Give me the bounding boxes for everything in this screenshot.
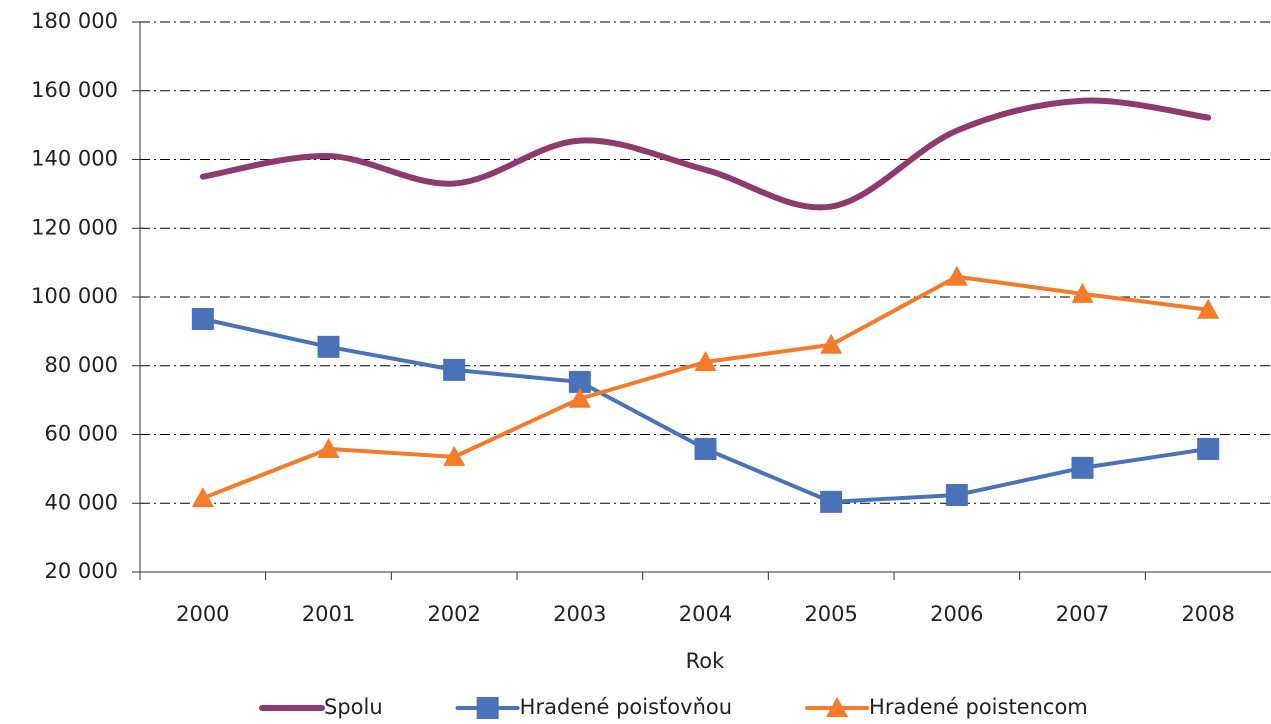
legend-label: Hradené poisťovňou [520,695,732,719]
y-tick-label: 160 000 [31,78,118,102]
y-tick-label: 140 000 [31,147,118,171]
x-tick-label: 2004 [679,602,732,626]
data-marker [945,265,968,286]
data-marker [1071,282,1094,303]
data-marker [568,370,591,393]
x-tick-label: 2007 [1056,602,1109,626]
y-tick-label: 80 000 [45,353,118,377]
series-line [200,274,1211,501]
data-marker [443,358,466,381]
data-marker [694,437,717,460]
x-tick-label: 2000 [176,602,229,626]
data-marker [820,333,843,354]
data-marker [568,387,591,408]
x-tick-label: 2002 [427,602,480,626]
x-axis-label: Rok [686,649,725,673]
legend-label: Spolu [324,695,383,719]
x-tick-label: 2001 [302,602,355,626]
x-tick-label: 2006 [930,602,983,626]
data-marker [1197,437,1220,460]
y-tick-label: 120 000 [31,215,118,239]
data-marker [694,350,717,371]
data-marker [191,308,214,330]
x-tick-label: 2005 [804,602,857,626]
y-tick-label: 60 000 [45,422,118,446]
legend-marker [826,697,849,717]
data-marker [191,487,214,508]
data-marker [317,437,340,458]
x-tick-label: 2008 [1181,602,1234,626]
data-marker [945,484,968,506]
data-marker [317,335,340,358]
y-tick-label: 100 000 [31,284,118,308]
data-marker [820,490,843,513]
series-line [200,317,1211,504]
data-marker [1071,456,1094,479]
data-marker [443,445,466,466]
y-tick-label: 20 000 [45,559,118,583]
data-marker [1197,298,1220,319]
series-line [199,97,1212,211]
legend-marker [476,697,499,719]
legend-label: Hradené poistencom [869,695,1088,719]
y-tick-label: 180 000 [31,9,118,33]
x-tick-label: 2003 [553,602,606,626]
y-tick-label: 40 000 [45,490,118,514]
